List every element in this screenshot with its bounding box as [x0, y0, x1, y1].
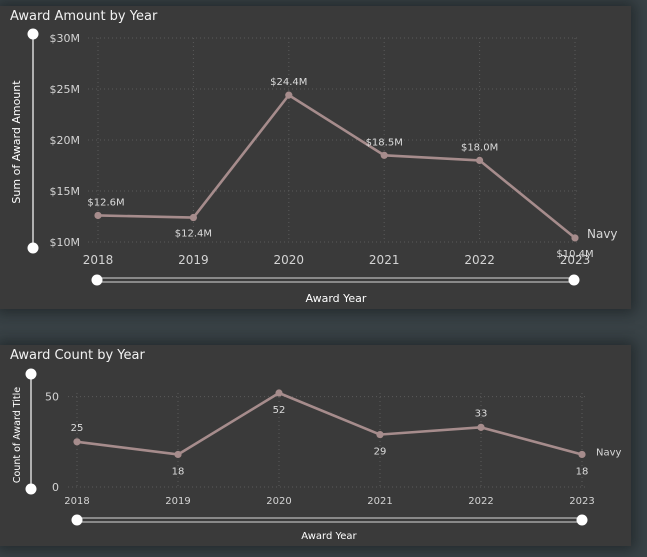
x-tick-label: 2020: [274, 253, 305, 267]
y-axis-zoom-handle-top[interactable]: [27, 28, 39, 40]
x-axis-title: Award Year: [306, 292, 367, 305]
y-tick-label: $15M: [50, 185, 81, 198]
x-axis-title: Award Year: [301, 531, 357, 542]
y-tick-label: $25M: [50, 83, 81, 96]
y-tick-label: $30M: [50, 32, 81, 45]
data-point: [578, 450, 586, 459]
x-tick-label: 2022: [468, 496, 493, 507]
y-tick-label: 0: [52, 481, 59, 494]
x-tick-label: 2018: [64, 496, 89, 507]
x-tick-label: 2021: [369, 253, 400, 267]
data-point: [477, 423, 485, 431]
x-tick-label: 2022: [464, 253, 495, 267]
chart-title: Award Count by Year: [10, 348, 145, 363]
y-axis-zoom-handle-bottom[interactable]: [27, 242, 39, 254]
x-tick-label: 2019: [178, 253, 209, 267]
data-point: [380, 151, 388, 159]
x-tick-label: 2020: [266, 496, 291, 507]
x-tick-label: 2019: [165, 496, 190, 507]
data-point: [174, 450, 182, 459]
x-tick-label: 2021: [367, 496, 392, 507]
data-point: [189, 213, 197, 222]
series-name-label: Navy: [587, 227, 618, 241]
y-axis-zoom-handle-top[interactable]: [25, 368, 37, 380]
data-label: $10.4M: [556, 249, 593, 260]
data-label: 18: [172, 466, 185, 477]
y-tick-label: 50: [45, 391, 59, 404]
x-axis-zoom-slider-track[interactable]: [76, 517, 583, 523]
x-axis-zoom-handle-right[interactable]: [576, 514, 588, 526]
x-tick-label: 2018: [83, 253, 114, 267]
award-count-chart: 0 50 2018 2019 2020 2021 2022 2023 25 18 52 29 33 18 N…: [12, 368, 622, 542]
x-tick-label: 2023: [569, 496, 594, 507]
x-axis-zoom-handle-left[interactable]: [91, 274, 103, 286]
x-tick-label: 2023: [560, 253, 591, 267]
data-point: [476, 156, 484, 164]
x-axis-zoom-slider-track[interactable]: [96, 277, 575, 283]
data-point: [571, 234, 579, 242]
chart-title: Award Amount by Year: [10, 9, 158, 24]
y-tick-label: $20M: [50, 134, 81, 147]
data-point: [94, 211, 102, 220]
series-name-label: Navy: [596, 447, 622, 458]
x-axis-zoom-handle-right[interactable]: [568, 274, 580, 286]
award-amount-chart: $10M $15M $20M $25M $30M 2018 2019 2020 2021 2022…: [10, 28, 618, 305]
data-label: 25: [71, 423, 84, 434]
data-label: $18.5M: [366, 137, 403, 148]
data-label: $12.4M: [175, 229, 212, 240]
award-amount-panel: Award Amount by Year $10M $15M $20M $25M $30…: [0, 6, 631, 309]
data-point: [73, 438, 81, 446]
series-line: [97, 93, 576, 239]
award-count-panel: Award Count by Year 0 50 2018 2019 2020 2021 2…: [0, 345, 631, 546]
series-line: [76, 391, 583, 456]
data-point: [275, 389, 283, 397]
data-label: $24.4M: [270, 77, 307, 88]
data-label: 18: [576, 466, 589, 477]
y-axis-title: Sum of Award Amount: [10, 80, 23, 204]
y-axis-title: Count of Award Title: [12, 387, 23, 483]
data-label: 33: [475, 408, 488, 419]
data-point: [285, 91, 293, 99]
y-tick-label: $10M: [50, 236, 81, 249]
data-label: $12.6M: [87, 197, 124, 208]
data-label: $18.0M: [461, 142, 498, 153]
y-axis-zoom-handle-bottom[interactable]: [25, 483, 37, 495]
x-axis-zoom-handle-left[interactable]: [71, 514, 83, 526]
data-label: 29: [374, 447, 387, 458]
data-label: 52: [273, 405, 286, 416]
data-point: [376, 430, 384, 439]
